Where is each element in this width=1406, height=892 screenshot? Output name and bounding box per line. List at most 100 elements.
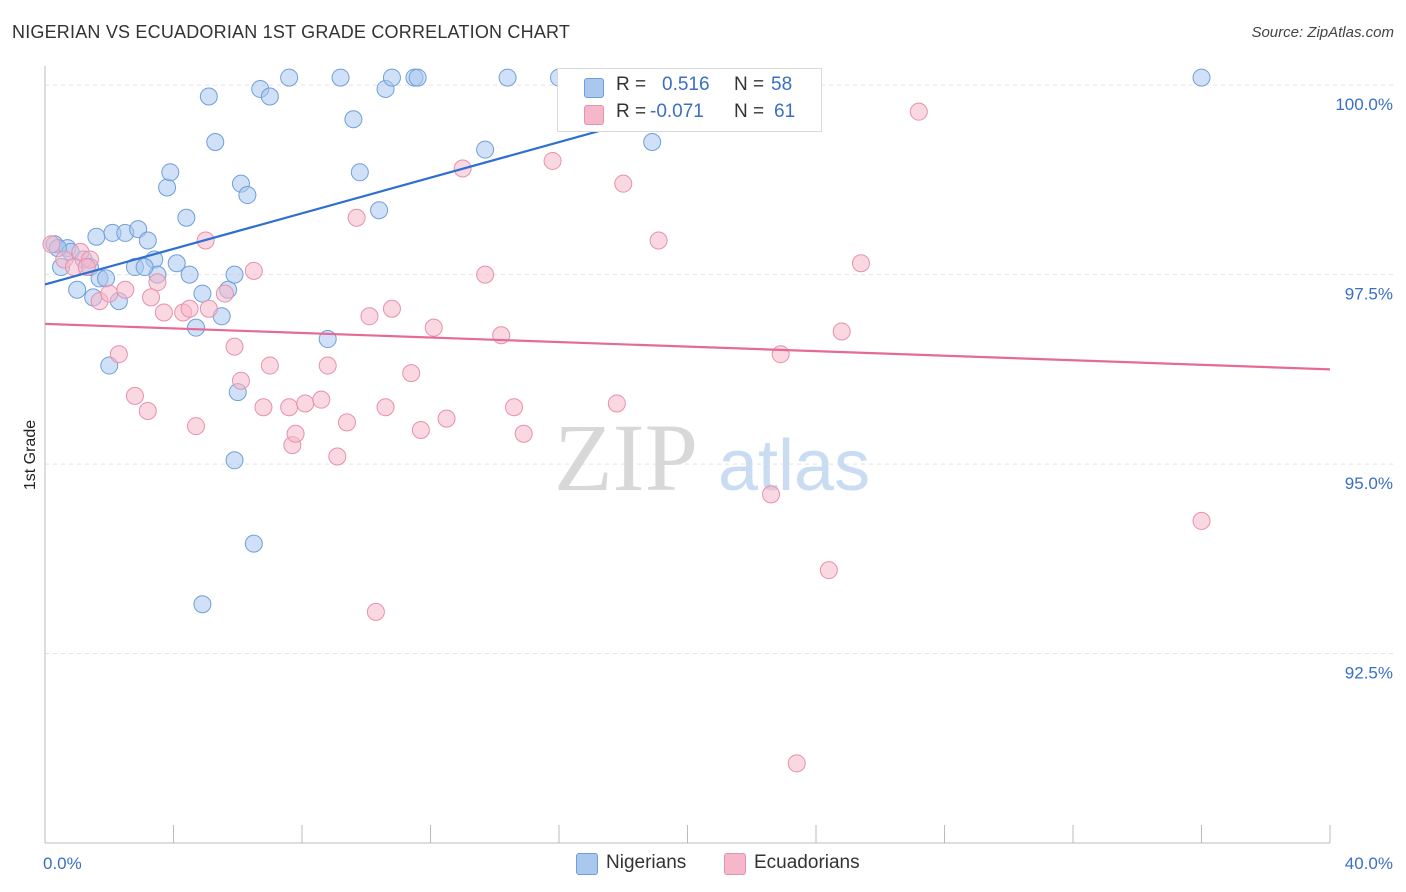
source-credit: Source: ZipAtlas.com: [1251, 24, 1394, 41]
watermark-atlas: atlas: [718, 426, 870, 506]
nigerian-point: [68, 280, 87, 299]
correlation-legend: R = 0.516 N = 58 R = -0.071 N = 61: [557, 68, 822, 132]
nigerian-point: [344, 110, 363, 129]
ecuadorian-point: [42, 235, 61, 254]
nigerian-point: [498, 68, 517, 87]
nigerian-point: [244, 534, 263, 553]
nigerian-point: [161, 163, 180, 182]
ecuadorian-point: [360, 307, 379, 326]
ecuadorian-point: [543, 151, 562, 170]
nigerian-point: [177, 208, 196, 227]
watermark: ZIP atlas: [554, 404, 870, 511]
ecuadorian-trend-line: [44, 322, 1331, 371]
nigerian-point: [476, 140, 495, 159]
ecuadorian-point: [231, 371, 250, 390]
nigerian-point: [225, 451, 244, 470]
ecuadorian-point: [125, 386, 144, 405]
y-tick-label: 95.0%: [1345, 474, 1393, 493]
nigerian-swatch: [584, 78, 604, 98]
ecuadorian-legend-label: Ecuadorians: [754, 852, 860, 873]
ecuadorian-point: [424, 318, 443, 337]
ecuadorian-point: [318, 356, 337, 375]
legend-r-value: -0.071: [650, 101, 704, 122]
nigerian-point: [158, 178, 177, 197]
data-points: [42, 68, 1211, 773]
ecuadorian-point: [505, 398, 524, 417]
y-axis-title: 1st Grade: [22, 420, 39, 490]
y-tick-label: 100.0%: [1335, 95, 1393, 114]
nigerian-point: [280, 68, 299, 87]
ecuadorian-point: [832, 322, 851, 341]
ecuadorian-point: [762, 485, 781, 504]
legend-row-ecuadorians: R = -0.071 N = 61: [558, 101, 821, 127]
nigerian-legend-swatch: [576, 853, 598, 875]
ecuadorian-point: [280, 398, 299, 417]
ecuadorian-point: [402, 364, 421, 383]
axes: 92.5% 95.0% 97.5% 100.0% 0.0% 40.0%: [43, 66, 1393, 873]
nigerian-legend-label: Nigerians: [606, 852, 687, 873]
nigerian-point: [260, 87, 279, 106]
y-tick-label: 97.5%: [1345, 285, 1393, 304]
ecuadorian-point: [382, 299, 401, 318]
nigerian-point: [135, 258, 154, 277]
ecuadorian-point: [199, 299, 218, 318]
nigerian-point: [350, 163, 369, 182]
ecuadorian-point: [186, 417, 205, 436]
ecuadorian-point: [260, 356, 279, 375]
nigerian-point: [206, 132, 225, 151]
nigerian-point: [97, 269, 116, 288]
ecuadorian-point: [614, 174, 633, 193]
ecuadorian-point: [514, 424, 533, 443]
nigerian-point: [382, 68, 401, 87]
ecuadorian-point: [109, 345, 128, 364]
legend-n-value: 61: [774, 101, 796, 122]
ecuadorian-point: [366, 602, 385, 621]
nigerian-point: [138, 231, 157, 250]
ecuadorian-point: [180, 299, 199, 318]
legend-row-nigerians: R = 0.516 N = 58: [558, 74, 821, 100]
nigerian-point: [643, 132, 662, 151]
legend-n-value: 58: [771, 74, 793, 95]
nigerian-point: [167, 254, 186, 273]
nigerian-point: [87, 227, 106, 246]
ecuadorian-point: [437, 409, 456, 428]
nigerian-point: [408, 68, 427, 87]
x-tick-label: 40.0%: [1345, 854, 1393, 873]
nigerian-point: [1192, 68, 1211, 87]
nigerian-point: [238, 186, 257, 205]
ecuadorian-point: [154, 303, 173, 322]
ecuadorian-legend-swatch: [724, 853, 746, 875]
nigerian-point: [331, 68, 350, 87]
ecuadorian-point: [254, 398, 273, 417]
watermark-zip: ZIP: [554, 404, 698, 511]
nigerian-point: [180, 265, 199, 284]
ecuadorian-swatch: [584, 105, 604, 125]
ecuadorian-point: [649, 231, 668, 250]
ecuadorian-point: [909, 102, 928, 121]
legend-r-value: 0.516: [662, 74, 710, 95]
ecuadorian-point: [100, 284, 119, 303]
ecuadorian-point: [411, 420, 430, 439]
nigerian-point: [199, 87, 218, 106]
ecuadorian-point: [244, 261, 263, 280]
ecuadorian-point: [607, 394, 626, 413]
legend-n-label: N =: [734, 74, 765, 95]
ecuadorian-point: [819, 561, 838, 580]
ecuadorian-point: [328, 447, 347, 466]
ecuadorian-point: [138, 402, 157, 421]
legend-r-label: R =: [616, 101, 647, 122]
ecuadorian-point: [476, 265, 495, 284]
nigerian-point: [193, 284, 212, 303]
ecuadorian-point: [376, 398, 395, 417]
grid-lines: [45, 84, 1393, 655]
ecuadorian-point: [787, 754, 806, 773]
y-tick-label: 92.5%: [1345, 664, 1393, 683]
nigerian-point: [186, 318, 205, 337]
ecuadorian-point: [142, 288, 161, 307]
ecuadorian-point: [286, 424, 305, 443]
ecuadorian-point: [337, 413, 356, 432]
nigerian-point: [193, 595, 212, 614]
chart-title: NIGERIAN VS ECUADORIAN 1ST GRADE CORRELA…: [12, 22, 571, 42]
nigerian-point: [370, 201, 389, 220]
